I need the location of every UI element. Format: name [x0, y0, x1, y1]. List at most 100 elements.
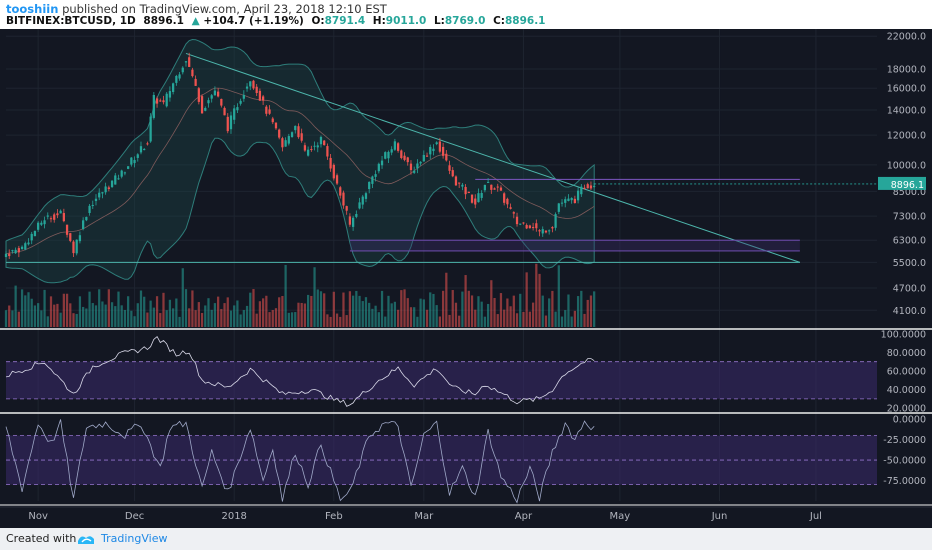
candle-body	[390, 149, 393, 153]
rsi-axis-label: 20.0000	[887, 404, 926, 415]
volume-bar	[82, 306, 85, 327]
volume-bar	[159, 313, 162, 327]
candle-body	[104, 186, 107, 193]
candle-body	[364, 193, 368, 199]
publish-line: tooshiin published on TradingView.com, A…	[6, 2, 387, 16]
volume-bar	[490, 280, 493, 327]
volume-bar	[30, 298, 33, 327]
publish-info: published on TradingView.com, April 23, …	[62, 2, 387, 16]
candle-body	[503, 193, 506, 203]
rsi-axis-label: 100.0000	[881, 329, 926, 340]
volume-bar	[503, 309, 506, 327]
candle-body	[287, 136, 290, 144]
candle-body	[94, 198, 98, 201]
volume-bar	[265, 295, 268, 327]
volume-bar	[448, 314, 451, 327]
volume-bar	[226, 297, 229, 327]
volume-bar	[445, 272, 448, 327]
volume-bar	[557, 265, 560, 327]
volume-bar	[438, 316, 442, 327]
chart-area[interactable]: 22000.0 18000.0 16000.0 14000.0 12000.0 10000…	[0, 29, 932, 528]
low-value: 8769.0	[444, 15, 486, 27]
volume-bar	[207, 298, 210, 327]
volume-bar	[361, 301, 364, 327]
volume-bar	[17, 311, 20, 327]
volume-bar	[204, 305, 207, 327]
candles	[4, 52, 596, 259]
volume-bar	[409, 307, 413, 327]
candle-body	[380, 160, 384, 166]
price-axis-label: 4700.0	[893, 283, 926, 294]
candle-body	[30, 233, 33, 241]
candle-body	[184, 61, 188, 63]
candle-body	[130, 157, 133, 165]
candle-body	[229, 115, 233, 130]
candle-body	[409, 163, 413, 171]
candle-body	[451, 170, 454, 177]
candle-body	[358, 202, 361, 209]
volume-bar	[175, 298, 178, 327]
author-link[interactable]: tooshiin	[6, 2, 59, 16]
volume-bar	[200, 312, 204, 327]
candle-body	[486, 181, 490, 183]
volume-bar	[326, 314, 329, 327]
candle-body	[551, 227, 554, 229]
volume-bar	[345, 315, 348, 327]
candle-body	[339, 187, 342, 196]
volume-bar	[538, 273, 541, 327]
volume-bar	[515, 313, 519, 327]
volume-bar	[268, 312, 271, 327]
candle-body	[432, 148, 435, 152]
volume-bar	[396, 309, 400, 327]
candle-body	[564, 199, 567, 203]
chart-canvas[interactable]: 22000.0 18000.0 16000.0 14000.0 12000.0 10000…	[0, 29, 932, 528]
candle-body	[448, 165, 451, 171]
volume-bar	[8, 305, 11, 327]
candle-body	[368, 181, 371, 190]
candle-body	[477, 193, 480, 203]
candle-body	[525, 225, 528, 229]
volume-bar	[316, 289, 319, 327]
candle-body	[69, 233, 72, 241]
tradingview-brand-link[interactable]: TradingView	[101, 532, 168, 545]
candle-body	[384, 152, 387, 159]
volume-bar	[576, 296, 580, 327]
volume-bar	[149, 300, 152, 327]
volume-bar	[75, 313, 78, 327]
volume-bar	[78, 296, 82, 327]
candle-body	[133, 159, 136, 164]
volume-bar	[155, 296, 159, 327]
volume-bar	[181, 268, 184, 327]
candle-body	[576, 190, 580, 201]
volume-bar	[88, 291, 91, 327]
candle-body	[101, 192, 104, 194]
candle-body	[435, 142, 438, 145]
candle-body	[371, 176, 374, 184]
candle-body	[544, 230, 548, 233]
volume-bar	[313, 267, 316, 327]
trendline	[185, 52, 801, 263]
candle-body	[172, 83, 175, 93]
candle-body	[454, 176, 458, 186]
volume-bar	[107, 289, 110, 327]
candle-body	[117, 178, 120, 180]
price-axis-label: 8500.0	[893, 187, 926, 198]
candle-body	[278, 129, 281, 138]
candle-body	[78, 235, 82, 242]
volume-bar	[197, 302, 200, 327]
last-price-badge	[878, 176, 926, 190]
candle-body	[17, 248, 20, 253]
candle-body	[313, 145, 316, 147]
time-axis-label: Dec	[125, 511, 144, 522]
candle-body	[53, 214, 56, 220]
volume-bar	[525, 272, 528, 327]
volume-bar	[294, 312, 297, 327]
volume-bar	[461, 291, 464, 327]
candle-body	[403, 155, 406, 160]
candle-body	[306, 149, 310, 156]
volume-bar	[290, 312, 294, 327]
ohlc-line: BITFINEX:BTCUSD, 1D 8896.1 ▲ +104.7 (+1.…	[6, 15, 546, 27]
volume-bar	[390, 303, 393, 327]
time-axis-label: Jun	[711, 511, 728, 522]
volume-bar	[261, 298, 265, 327]
